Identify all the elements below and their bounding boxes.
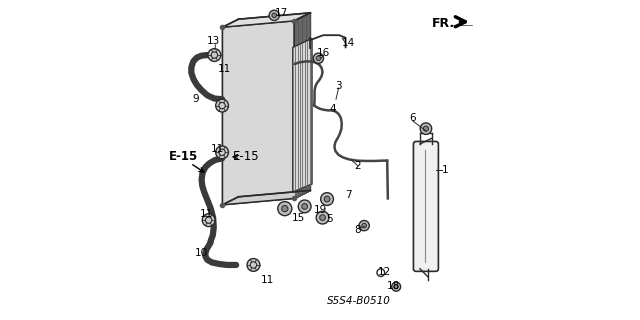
Circle shape <box>216 99 228 112</box>
Text: 11: 11 <box>200 209 213 220</box>
Circle shape <box>298 200 311 213</box>
Text: 19: 19 <box>314 204 326 215</box>
Circle shape <box>316 56 321 60</box>
Text: 12: 12 <box>378 267 390 277</box>
FancyBboxPatch shape <box>413 141 438 271</box>
Circle shape <box>278 202 292 216</box>
Text: 16: 16 <box>317 48 330 58</box>
Circle shape <box>282 205 288 212</box>
Text: 7: 7 <box>346 190 352 200</box>
Text: 9: 9 <box>193 94 199 104</box>
Text: FR.: FR. <box>432 17 455 29</box>
Text: 18: 18 <box>387 281 400 292</box>
Circle shape <box>216 146 228 159</box>
Polygon shape <box>223 190 310 205</box>
Circle shape <box>272 13 276 18</box>
Text: 3: 3 <box>335 81 342 92</box>
Text: 4: 4 <box>330 104 336 114</box>
Text: 8: 8 <box>355 225 361 236</box>
Circle shape <box>362 223 367 228</box>
Text: S5S4-B0510: S5S4-B0510 <box>326 296 390 306</box>
Text: 2: 2 <box>355 161 361 172</box>
Text: 11: 11 <box>260 275 274 285</box>
Circle shape <box>302 204 307 209</box>
Circle shape <box>392 282 401 291</box>
Text: 1: 1 <box>442 164 449 175</box>
Text: 5: 5 <box>326 214 333 224</box>
Circle shape <box>208 49 221 61</box>
Circle shape <box>394 285 398 289</box>
Text: E-15: E-15 <box>232 150 259 163</box>
Polygon shape <box>294 13 310 198</box>
Circle shape <box>359 220 369 231</box>
Circle shape <box>423 126 429 131</box>
Text: 17: 17 <box>275 8 287 18</box>
Text: 14: 14 <box>342 38 355 48</box>
Text: 13: 13 <box>207 36 220 46</box>
Text: 10: 10 <box>195 248 208 258</box>
Text: E-15: E-15 <box>168 150 198 163</box>
Circle shape <box>202 214 215 227</box>
Circle shape <box>247 259 260 271</box>
Text: 11: 11 <box>211 144 223 154</box>
Text: 6: 6 <box>410 113 416 124</box>
Circle shape <box>324 196 330 202</box>
Polygon shape <box>294 13 310 198</box>
Circle shape <box>316 211 329 224</box>
Text: 11: 11 <box>218 64 230 74</box>
Polygon shape <box>223 21 294 205</box>
Polygon shape <box>223 13 310 27</box>
Circle shape <box>314 53 323 63</box>
Circle shape <box>269 10 280 20</box>
Circle shape <box>320 215 326 220</box>
Text: 15: 15 <box>292 212 305 223</box>
Circle shape <box>420 123 432 134</box>
Polygon shape <box>292 38 312 192</box>
Circle shape <box>321 193 333 205</box>
